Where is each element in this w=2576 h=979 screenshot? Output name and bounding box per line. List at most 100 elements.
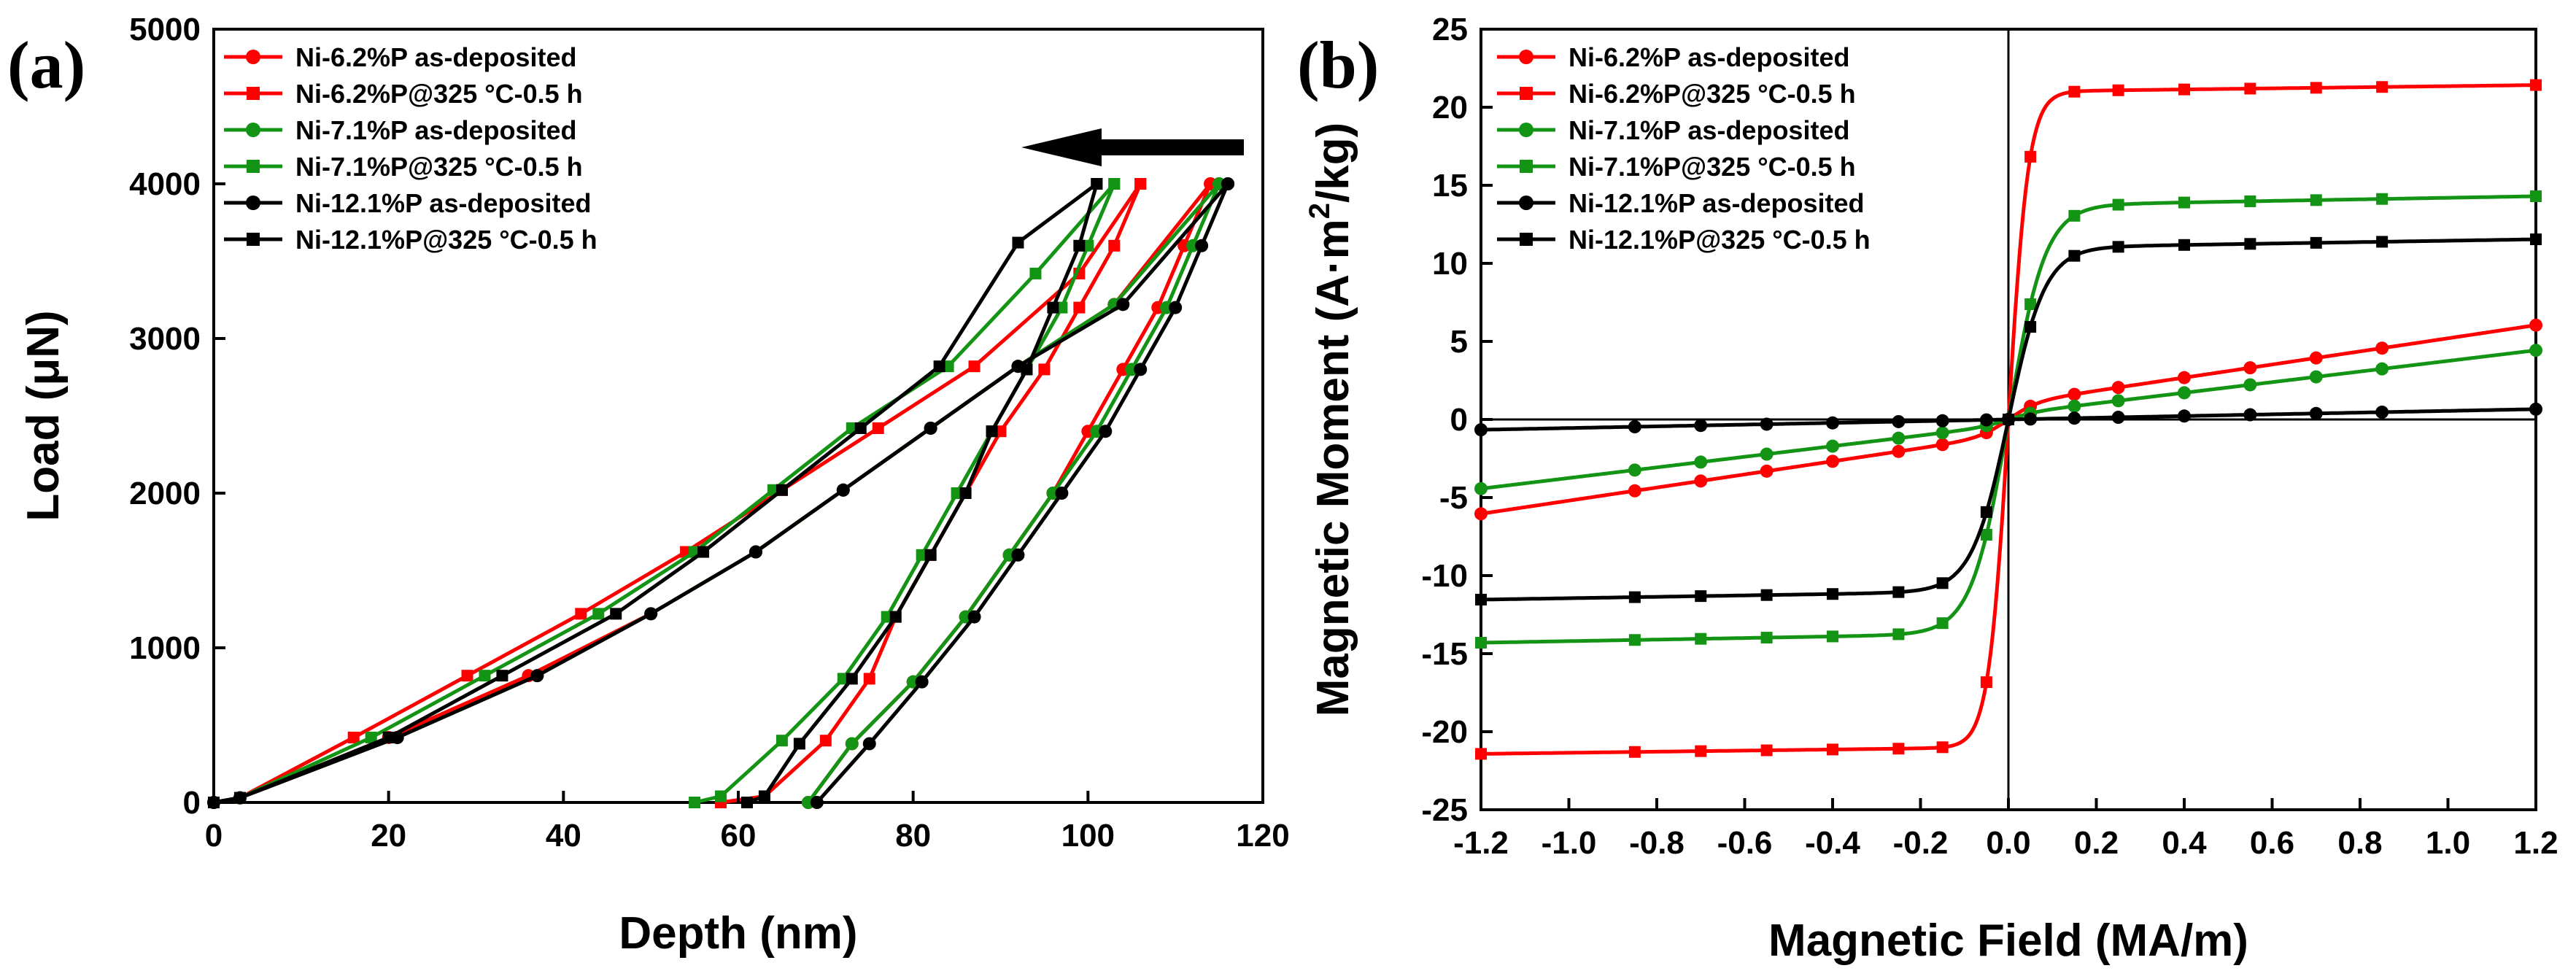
b-series-3-point-9 — [2024, 298, 2037, 311]
panel-b-magnetization-chart: (b) -1.2 -1.0 -0.8 -0.6 -0.4 -0.2 0.0 0.2 0.4 0.6… — [1297, 12, 2558, 966]
b-series-4-point-2 — [1694, 419, 1708, 433]
panel-b-x-ticks: -1.2 -1.0 -0.8 -0.6 -0.4 -0.2 0.0 0.2 0.4 0.6 0.8 1… — [1453, 798, 2558, 861]
panel-a-left-arrow — [1021, 128, 1244, 166]
a-xtick-label-2: 40 — [546, 818, 581, 854]
b-xtick-label-11: 1.0 — [2426, 825, 2470, 861]
panel-a-x-ticks: 0 20 40 60 80 100 120 — [205, 791, 1290, 854]
panel-b-series — [1474, 79, 2542, 760]
panel-a-y-axis-label: Load (μN) — [18, 310, 69, 521]
b-legend-marker-0 — [1519, 50, 1533, 64]
b-series-4-point-6 — [1935, 414, 1949, 427]
b-ytick-label-8: 15 — [1432, 168, 1468, 204]
b-series-1-point-11 — [2112, 84, 2124, 96]
b-series-1-point-13 — [2244, 82, 2256, 95]
b-series-2-point-5 — [1892, 431, 1906, 445]
b-series-1-point-0 — [1475, 748, 1487, 760]
a-series-4-unloading-point-10 — [810, 796, 824, 809]
a-series-5-unloading-point-4 — [986, 425, 998, 438]
a-series-1-loading-line — [213, 182, 1142, 805]
b-series-2-point-16 — [2529, 344, 2542, 357]
b-series-5-point-1 — [1628, 591, 1641, 603]
b-series-5-point-5 — [1892, 586, 1905, 598]
a-series-5-loading-point-1 — [233, 792, 246, 804]
b-series-2-point-2 — [1694, 455, 1708, 469]
b-xtick-label-0: -1.2 — [1453, 825, 1509, 861]
b-series-2-point-15 — [2375, 362, 2389, 376]
b-series-2-point-1 — [1628, 463, 1641, 477]
b-legend-label-5: Ni-12.1%P@325 °C-0.5 h — [1569, 225, 1871, 255]
b-series-0-point-5 — [1892, 444, 1906, 458]
b-ytick-label-6: 5 — [1450, 324, 1468, 360]
a-series-1-unloading-point-3 — [1038, 363, 1051, 376]
a-series-2-unloading-point-9 — [845, 737, 859, 751]
b-legend-marker-4 — [1519, 196, 1533, 210]
a-legend-marker-3 — [247, 160, 260, 173]
b-legend-marker-2 — [1519, 123, 1533, 137]
a-series-5-loading-point-4 — [610, 608, 622, 620]
panel-a-label: (a) — [7, 28, 85, 102]
panel-b-y-ticks: -25 -20 -15 -10 -5 0 5 10 15 20 25 — [1421, 12, 1493, 828]
b-legend-marker-1 — [1520, 87, 1533, 100]
b-series-0-point-10 — [2068, 387, 2081, 401]
b-series-4-point-1 — [1628, 420, 1641, 434]
a-series-3-loading-point-2 — [365, 731, 377, 743]
a-legend-label-2: Ni-7.1%P as-deposited — [295, 115, 576, 145]
panel-b-y-axis-label-superscript: 2 — [1304, 203, 1336, 219]
a-series-4-unloading-point-9 — [862, 737, 876, 751]
b-series-5-point-15 — [2376, 236, 2389, 248]
b-series-3-point-10 — [2068, 209, 2081, 222]
b-xtick-label-7: 0.2 — [2074, 825, 2119, 861]
a-series-4-unloading-point-4 — [1099, 425, 1113, 438]
a-series-3-loading-point-4 — [592, 608, 605, 620]
b-series-4-point-0 — [1474, 423, 1488, 437]
b-series-4-point-9 — [2024, 412, 2038, 426]
a-series-5-unloading-point-3 — [1021, 363, 1033, 376]
panel-b-y-axis-label-tail: /kg) — [1308, 123, 1358, 203]
a-series-1-unloading-point-8 — [863, 673, 875, 685]
b-series-2-point-3 — [1760, 447, 1774, 461]
a-series-4-unloading-point-2 — [1169, 301, 1183, 314]
b-series-4-point-16 — [2529, 402, 2542, 416]
b-series-1-point-2 — [1695, 745, 1707, 757]
b-series-5-point-14 — [2310, 236, 2322, 249]
b-series-2-point-0 — [1474, 481, 1488, 495]
b-series-0-point-1 — [1628, 484, 1641, 498]
b-series-0-point-6 — [1935, 438, 1949, 452]
b-series-4-point-10 — [2068, 411, 2081, 425]
b-series-1-point-3 — [1760, 744, 1773, 756]
b-ytick-label-0: -25 — [1421, 792, 1468, 828]
panel-a-nanoindentation-chart: (a) 0 20 40 60 80 100 120 0 1000 2000 3000 4000 500… — [7, 12, 1290, 959]
a-series-5-unloading-line — [746, 183, 1099, 805]
b-xtick-label-6: 0.0 — [1986, 825, 2030, 861]
b-legend-label-1: Ni-6.2%P@325 °C-0.5 h — [1569, 79, 1856, 109]
b-xtick-label-9: 0.6 — [2250, 825, 2294, 861]
a-series-4-unloading-point-3 — [1134, 363, 1148, 376]
b-series-1-point-12 — [2178, 83, 2190, 96]
b-series-1-point-5 — [1892, 743, 1905, 755]
panel-b-legend: Ni-6.2%P as-deposited Ni-6.2%P@325 °C-0.5… — [1497, 42, 1871, 255]
b-series-5-point-9 — [2024, 321, 2037, 333]
a-series-5-unloading-point-5 — [959, 487, 972, 499]
a-legend-marker-2 — [246, 123, 260, 137]
a-ytick-label-4: 4000 — [129, 166, 201, 202]
a-series-3-unloading-line — [694, 183, 1116, 805]
a-legend-label-3: Ni-7.1%P@325 °C-0.5 h — [295, 152, 583, 182]
b-series-3-point-2 — [1695, 632, 1707, 645]
b-series-4-point-14 — [2309, 406, 2323, 420]
a-series-1-unloading-point-9 — [819, 735, 832, 747]
panel-b-label: (b) — [1297, 28, 1379, 102]
panel-a-y-ticks: 0 1000 2000 3000 4000 5000 — [129, 12, 225, 821]
a-series-4-loading-point-3 — [530, 669, 544, 683]
b-series-4-point-15 — [2375, 405, 2389, 419]
b-series-4-point-5 — [1892, 414, 1906, 428]
a-series-3 — [208, 178, 1121, 808]
a-series-1-loading-point-2 — [347, 731, 360, 743]
b-series-0-point-14 — [2309, 351, 2323, 365]
b-ytick-label-3: -10 — [1421, 558, 1468, 594]
a-series-4-loading-point-7 — [924, 421, 937, 435]
b-series-2-point-13 — [2243, 378, 2257, 392]
a-legend-marker-1 — [247, 87, 260, 100]
a-xtick-label-5: 100 — [1061, 818, 1115, 854]
b-ytick-label-7: 10 — [1432, 246, 1468, 282]
